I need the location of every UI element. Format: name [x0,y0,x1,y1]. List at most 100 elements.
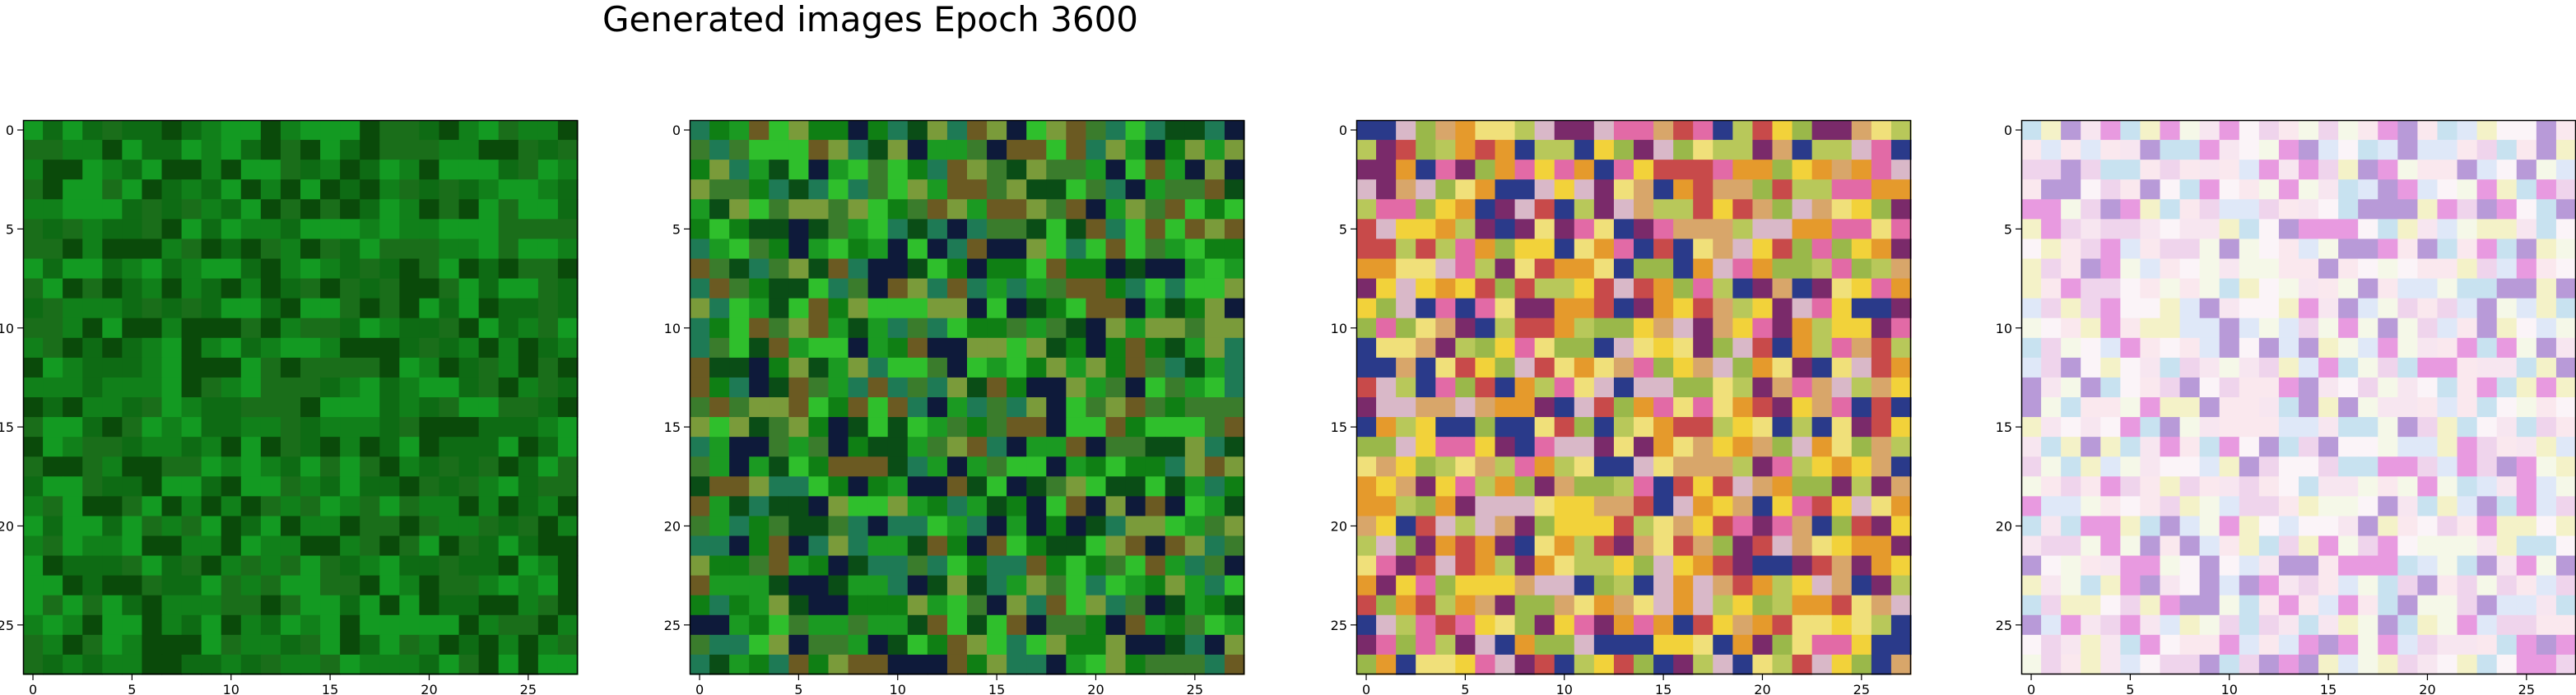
pixel [2397,179,2419,200]
y-tick-label: 25 [1331,618,1347,633]
pixel [2258,377,2280,398]
pixel [848,298,869,319]
pixel [1475,654,1496,675]
pixel [1593,160,1615,180]
pixel [498,199,519,220]
pixel [1890,160,1912,180]
pixel [1495,614,1516,636]
pixel [749,555,770,577]
pixel [1811,160,1833,180]
pixel [2318,219,2339,240]
pixel [1416,160,1436,180]
pixel [1165,317,1186,339]
pixel [946,595,968,616]
pixel [946,377,968,398]
pixel [1396,516,1416,537]
pixel [2199,239,2220,260]
pixel [729,337,750,359]
pixel [2120,219,2141,240]
pixel [2278,199,2299,220]
pixel [181,575,202,596]
pixel [122,555,143,577]
pixel [439,516,460,537]
x-tick-label: 0 [1362,682,1370,695]
pixel [1593,120,1615,141]
pixel [1416,417,1436,438]
pixel [1732,179,1754,200]
pixel [2021,258,2042,280]
pixel [240,357,262,378]
pixel [2061,278,2081,299]
pixel [2338,337,2359,359]
pixel [828,535,849,557]
pixel [2536,555,2557,577]
pixel [201,417,222,438]
pixel [1792,199,1813,220]
pixel [1046,456,1067,477]
y-tick-label: 10 [664,321,681,336]
pixel [43,634,63,656]
pixel [1514,179,1536,200]
pixel [1732,595,1754,616]
pixel [1007,199,1027,220]
pixel [2476,337,2498,359]
pixel [2219,417,2240,438]
pixel [1475,456,1496,477]
pixel [1396,614,1416,636]
pixel [122,337,143,359]
pixel [1184,179,1206,200]
y-tick-label: 5 [1339,221,1347,237]
pixel [2496,555,2518,577]
pixel [788,496,810,517]
pixel [828,219,849,240]
pixel [1593,317,1615,339]
pixel [82,219,103,240]
pixel [1455,140,1476,160]
pixel [946,516,968,537]
pixel [690,437,710,457]
pixel [82,456,103,477]
pixel [1435,456,1456,477]
pixel [142,298,163,319]
pixel [82,397,103,418]
pixel [1534,317,1555,339]
pixel [2358,357,2378,378]
pixel [1673,337,1694,359]
pixel [181,140,202,160]
pixel [23,595,44,616]
pixel [1356,120,1377,141]
pixel [439,317,460,339]
pixel [439,437,460,457]
pixel [360,278,380,299]
pixel [1416,120,1436,141]
pixel [1495,555,1516,577]
pixel [2555,437,2576,457]
pixel [102,555,123,577]
pixel [1435,634,1456,656]
pixel [63,219,83,240]
pixel [1224,298,1245,319]
pixel [2536,437,2557,457]
pixel [967,496,988,517]
pixel [161,377,183,398]
pixel [2338,476,2359,497]
pixel [1125,140,1146,160]
pixel [946,337,968,359]
pixel [1356,437,1377,457]
pixel [1634,120,1654,141]
pixel [1732,397,1754,418]
pixel [709,654,730,675]
x-tick-label: 15 [1655,682,1672,695]
pixel [240,595,262,616]
pixel [729,377,750,398]
pixel [2219,140,2240,160]
pixel [1713,496,1733,517]
pixel [729,535,750,557]
pixel [1105,575,1127,596]
pixel [82,179,103,200]
pixel [2516,258,2537,280]
pixel [1514,476,1536,497]
y-tick-label: 20 [1996,518,2012,534]
pixel [729,654,750,675]
pixel [161,179,183,200]
